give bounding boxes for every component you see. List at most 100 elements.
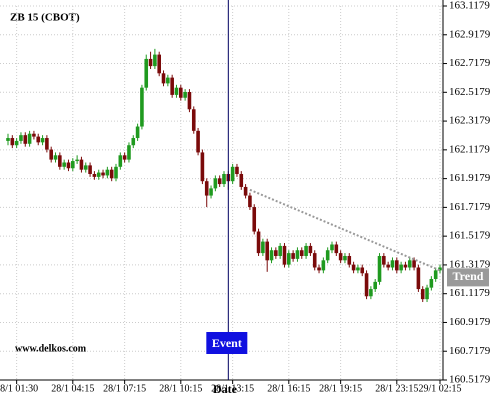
- candle-body: [45, 138, 49, 150]
- candle-body: [373, 281, 377, 290]
- candle-body: [390, 260, 395, 268]
- candle-body: [334, 244, 339, 254]
- candle-body: [204, 181, 209, 196]
- candle-body: [88, 165, 92, 174]
- candle-body: [369, 289, 373, 297]
- candle-body: [347, 255, 352, 265]
- candle-body: [360, 267, 365, 274]
- candle-body: [157, 54, 161, 74]
- candle-body: [131, 138, 136, 146]
- candle-body: [274, 250, 278, 256]
- candle-body: [191, 109, 196, 131]
- candle-body: [187, 92, 192, 110]
- candle-body: [179, 87, 183, 98]
- candle-body: [148, 58, 153, 67]
- candle-body: [40, 138, 45, 143]
- candle-body: [161, 73, 166, 84]
- candle-body: [291, 253, 295, 259]
- candle-body: [153, 54, 157, 67]
- candle-body: [10, 138, 15, 146]
- candle-body: [75, 159, 79, 162]
- candle-body: [377, 255, 382, 282]
- candle-body: [114, 166, 118, 179]
- candle-body: [399, 264, 403, 271]
- candle-body: [58, 155, 62, 167]
- candle-body: [386, 264, 390, 268]
- x-axis-title: Date: [213, 382, 238, 396]
- candle-body: [416, 267, 421, 290]
- candle-body: [109, 169, 114, 179]
- x-tick-label: 28/1 19:15: [319, 383, 362, 394]
- candle-body: [49, 149, 53, 160]
- y-tick-label: 162.1179: [449, 143, 490, 155]
- candle-body: [433, 270, 438, 280]
- candle-body: [62, 162, 66, 167]
- event-label: Event: [212, 336, 242, 350]
- candle-body: [19, 135, 23, 141]
- candle-body: [295, 250, 300, 259]
- candle-body: [338, 253, 343, 261]
- candle-body: [230, 166, 235, 182]
- x-tick-label: 28/1 10:15: [159, 383, 202, 394]
- candle-body: [356, 267, 360, 271]
- candle-body: [317, 267, 321, 271]
- candle-body: [304, 245, 308, 256]
- candle-body: [248, 195, 252, 208]
- candle-body: [351, 264, 356, 271]
- candle-body: [53, 155, 58, 160]
- x-tick-label: 28/1 07:15: [103, 383, 146, 394]
- candle-body: [83, 165, 88, 170]
- candle-body: [429, 279, 434, 288]
- candle-body: [239, 173, 244, 187]
- candle-body: [364, 273, 369, 297]
- candle-body: [287, 253, 291, 265]
- candle-body: [282, 245, 287, 265]
- candle-body: [200, 152, 205, 182]
- candle-body: [209, 188, 213, 196]
- candle-body: [213, 178, 218, 189]
- x-tick-label: 29/1 02:15: [418, 383, 461, 394]
- trend-line: [249, 188, 441, 272]
- candle-body: [278, 245, 282, 256]
- candle-body: [438, 267, 442, 271]
- event-label-box: [206, 332, 248, 354]
- candle-body: [127, 145, 131, 160]
- candle-body: [308, 245, 313, 254]
- candle-body: [222, 173, 226, 185]
- candle-body: [330, 244, 334, 251]
- candle-body: [395, 260, 399, 271]
- y-tick-label: 161.7179: [449, 201, 491, 213]
- candle-body: [183, 92, 187, 98]
- candle-body: [122, 155, 127, 160]
- x-tick-label: 28/1 16:15: [267, 383, 310, 394]
- candle-body: [256, 231, 261, 254]
- candle-body: [343, 255, 347, 261]
- candle-body: [403, 264, 408, 268]
- candle-body: [144, 58, 149, 88]
- y-tick-label: 162.5179: [449, 86, 491, 98]
- y-tick-label: 163.1179: [449, 0, 490, 12]
- candle-body: [96, 172, 101, 177]
- y-tick-label: 161.3179: [449, 258, 491, 270]
- y-tick-label: 161.9179: [449, 172, 491, 184]
- candle-body: [140, 87, 144, 127]
- candle-body: [420, 289, 425, 300]
- candle-body: [299, 250, 304, 256]
- y-tick-label: 160.5179: [449, 374, 491, 386]
- candle-body: [265, 241, 269, 261]
- candle-body: [170, 77, 174, 95]
- x-tick-label: 28/1 01:30: [0, 383, 38, 394]
- x-tick-label: 28/1 23:15: [375, 383, 418, 394]
- y-tick-label: 162.9179: [449, 28, 491, 40]
- y-tick-label: 161.1179: [449, 287, 490, 299]
- candle-body: [23, 135, 28, 144]
- candle-body: [105, 169, 110, 176]
- chart-title: ZB 15 (CBOT): [10, 12, 80, 24]
- candle-body: [166, 77, 170, 84]
- candle-body: [14, 140, 19, 146]
- y-tick-label: 162.3179: [449, 115, 491, 127]
- watermark: www.delkos.com: [15, 343, 87, 354]
- x-tick-label: 28/1 04:15: [51, 383, 94, 394]
- candle-body: [135, 126, 140, 139]
